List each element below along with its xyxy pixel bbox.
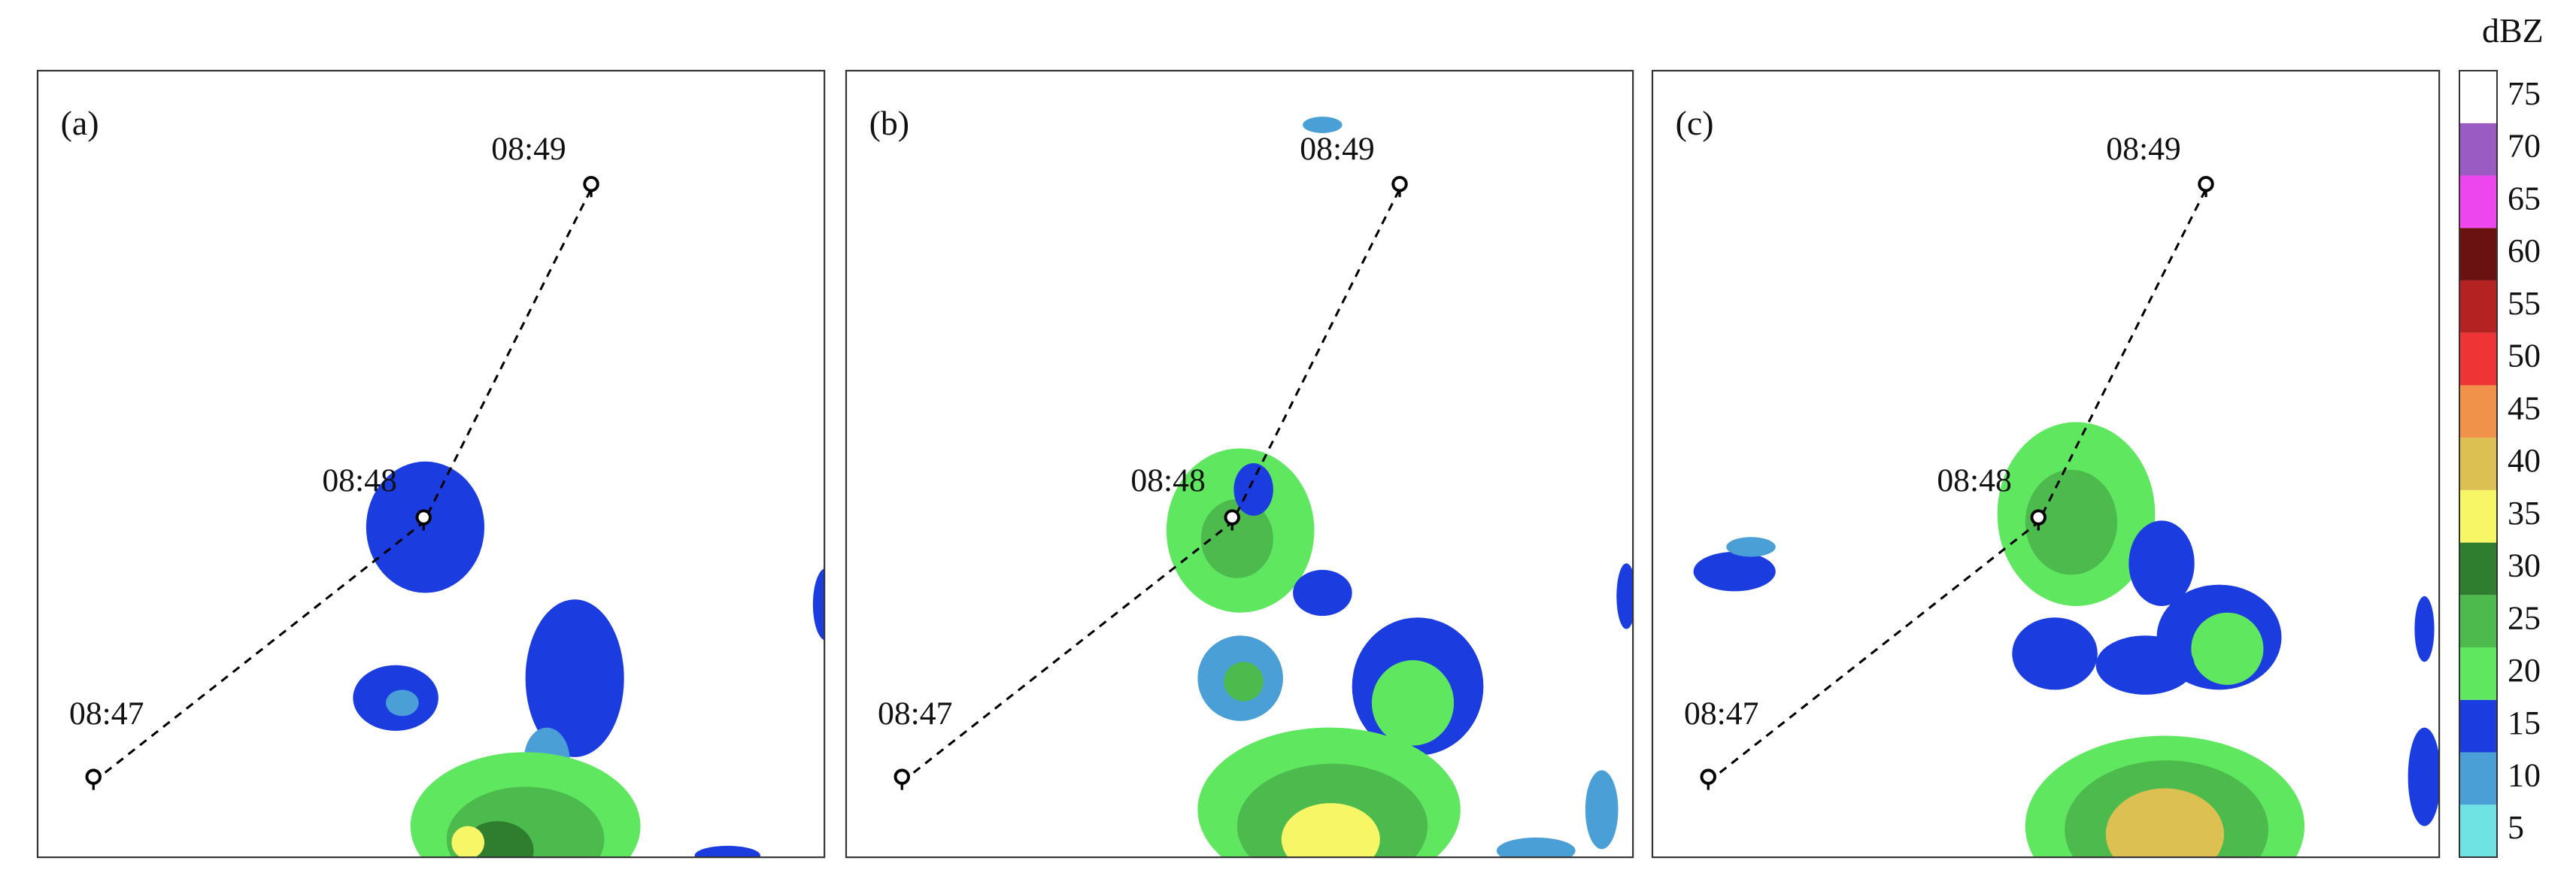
echo-region bbox=[2408, 727, 2440, 826]
echo-region bbox=[1616, 563, 1634, 629]
echo-region bbox=[1233, 462, 1273, 516]
panel-label: (c) bbox=[1676, 104, 1714, 142]
track-marker bbox=[85, 768, 102, 785]
colorbar-segment bbox=[2459, 123, 2497, 176]
colorbar-tick-label: 5 bbox=[2508, 809, 2524, 846]
echo-region bbox=[1200, 499, 1273, 578]
track-marker bbox=[2198, 175, 2214, 192]
colorbar-tick-label: 70 bbox=[2508, 128, 2541, 165]
echo-region bbox=[1281, 803, 1380, 858]
echo-region bbox=[2414, 596, 2435, 662]
colorbar-segment bbox=[2459, 805, 2497, 857]
colorbar-tick-label: 30 bbox=[2508, 547, 2541, 584]
time-label: 08:49 bbox=[2106, 131, 2180, 167]
colorbar-frame bbox=[2459, 70, 2498, 858]
time-label: 08:47 bbox=[69, 696, 144, 732]
colorbar-tick-label: 35 bbox=[2508, 495, 2541, 532]
echo-region bbox=[2105, 788, 2225, 858]
radar-panel: 08:47 08:48 08:49 (a) bbox=[36, 69, 826, 859]
panel-frame bbox=[845, 69, 1634, 859]
colorbar-unit: dBZ bbox=[2482, 11, 2544, 50]
track-marker bbox=[894, 768, 910, 785]
time-label: 08:48 bbox=[1130, 462, 1205, 499]
echo-region bbox=[1693, 551, 1776, 592]
time-label: 08:49 bbox=[491, 131, 566, 167]
echo-layer bbox=[353, 461, 825, 858]
echo-layer bbox=[1693, 422, 2440, 858]
track-marker bbox=[1700, 768, 1716, 785]
colorbar-segment bbox=[2459, 752, 2497, 805]
time-label: 08:47 bbox=[1684, 696, 1758, 732]
colorbar-tick-label: 45 bbox=[2508, 389, 2541, 426]
echo-layer bbox=[1166, 117, 1634, 858]
echo-region bbox=[1585, 770, 1619, 850]
panel-frame bbox=[1651, 69, 2441, 859]
echo-region bbox=[366, 461, 485, 593]
radar-panel: 08:47 08:48 08:49 (b) bbox=[845, 69, 1634, 859]
colorbar-segment bbox=[2459, 647, 2497, 700]
colorbar-tick-label: 50 bbox=[2508, 338, 2541, 374]
echo-region bbox=[2128, 520, 2195, 606]
radar-panel: 08:47 08:48 08:49 (c) bbox=[1651, 69, 2441, 859]
track-marker bbox=[415, 509, 432, 526]
colorbar-tick-label: 65 bbox=[2508, 180, 2541, 217]
colorbar-segment bbox=[2459, 332, 2497, 386]
echo-region bbox=[1293, 569, 1352, 617]
colorbar-segment bbox=[2459, 280, 2497, 333]
colorbar-segment bbox=[2459, 489, 2497, 543]
echo-region bbox=[1224, 662, 1264, 702]
echo-region bbox=[386, 689, 419, 717]
time-label: 08:48 bbox=[322, 462, 396, 499]
colorbar-segment bbox=[2459, 228, 2497, 280]
echo-region bbox=[1371, 660, 1455, 746]
colorbar-tick-label: 75 bbox=[2508, 75, 2541, 112]
track-marker bbox=[1391, 175, 1408, 192]
colorbar-segment bbox=[2459, 175, 2497, 229]
colorbar-tick-label: 25 bbox=[2508, 599, 2541, 636]
colorbar-tick-label: 40 bbox=[2508, 442, 2541, 479]
echo-region bbox=[525, 599, 624, 757]
echo-region bbox=[2012, 617, 2098, 690]
echo-region bbox=[2095, 635, 2195, 695]
time-label: 08:48 bbox=[1937, 462, 2011, 499]
colorbar-segment bbox=[2459, 385, 2497, 438]
track-marker bbox=[1224, 509, 1240, 526]
echo-region bbox=[2025, 469, 2118, 575]
panel-label: (b) bbox=[869, 104, 909, 142]
colorbar-tick-label: 60 bbox=[2508, 232, 2541, 269]
colorbar-segment bbox=[2459, 71, 2497, 123]
echo-region bbox=[694, 845, 760, 858]
colorbar-segment bbox=[2459, 542, 2497, 596]
echo-region bbox=[1303, 117, 1343, 133]
track-marker bbox=[2030, 509, 2047, 526]
time-label: 08:49 bbox=[1300, 131, 1374, 167]
colorbar-tick-label: 20 bbox=[2508, 652, 2541, 689]
time-label: 08:47 bbox=[878, 696, 952, 732]
colorbar-segment bbox=[2459, 699, 2497, 753]
colorbar-segment bbox=[2459, 438, 2497, 490]
colorbar-tick-label: 55 bbox=[2508, 285, 2541, 322]
echo-region bbox=[812, 568, 825, 641]
echo-region bbox=[451, 826, 485, 858]
colorbar-segment bbox=[2459, 595, 2497, 648]
colorbar-tick-label: 10 bbox=[2508, 756, 2541, 793]
colorbar-tick-label: 15 bbox=[2508, 705, 2541, 741]
panel-frame bbox=[36, 69, 826, 859]
echo-region bbox=[2191, 612, 2264, 685]
panel-label: (a) bbox=[61, 104, 99, 142]
echo-region bbox=[1496, 837, 1576, 858]
track-marker bbox=[583, 175, 599, 192]
echo-region bbox=[1726, 537, 1776, 557]
